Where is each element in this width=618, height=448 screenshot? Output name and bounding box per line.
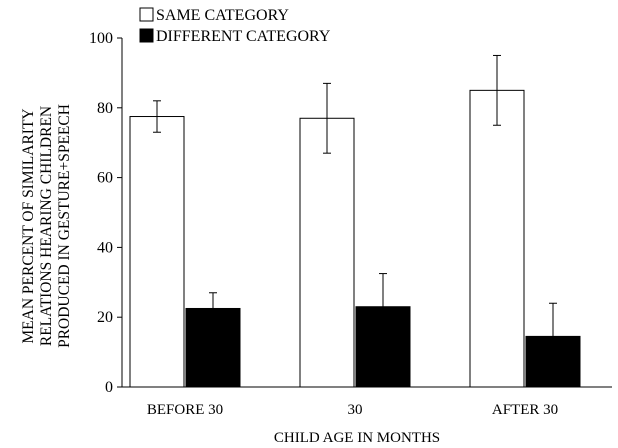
bar-different-category [355, 306, 411, 388]
bar-same-category [299, 117, 355, 388]
y-axis-label-line-1: MEAN PERCENT OF SIMILARITY [20, 108, 37, 343]
bar-different-category [185, 307, 241, 388]
x-tick-label: BEFORE 30 [147, 402, 223, 418]
legend-label-different: DIFFERENT CATEGORY [156, 28, 331, 45]
y-tick-label: 80 [97, 100, 113, 117]
y-tick-label: 100 [89, 30, 113, 47]
bar-same-category [129, 116, 185, 388]
legend-label-same: SAME CATEGORY [156, 7, 289, 24]
bar-different-category [525, 335, 581, 388]
y-tick-label: 0 [105, 379, 113, 396]
x-axis-label: CHILD AGE IN MONTHS [274, 430, 440, 446]
y-tick-label: 20 [97, 309, 113, 326]
y-tick-label: 60 [97, 170, 113, 187]
y-axis-label: MEAN PERCENT OF SIMILARITY RELATIONS HEA… [20, 104, 73, 348]
y-axis-label-line-3: PRODUCED IN GESTURE+SPEECH [56, 104, 73, 348]
bar-same-category [469, 89, 525, 388]
x-tick-label: 30 [348, 402, 363, 418]
y-axis-label-line-2: RELATIONS HEARING CHILDREN [38, 106, 55, 346]
plot-area: 0 20 40 60 80 100 BEFORE 30 30 AFTER 30 [89, 30, 612, 418]
legend: SAME CATEGORY DIFFERENT CATEGORY [139, 7, 331, 45]
legend-swatch-different [139, 28, 154, 43]
x-tick-label: AFTER 30 [492, 402, 558, 418]
y-tick-label: 40 [97, 239, 113, 256]
legend-swatch-same [139, 7, 154, 22]
